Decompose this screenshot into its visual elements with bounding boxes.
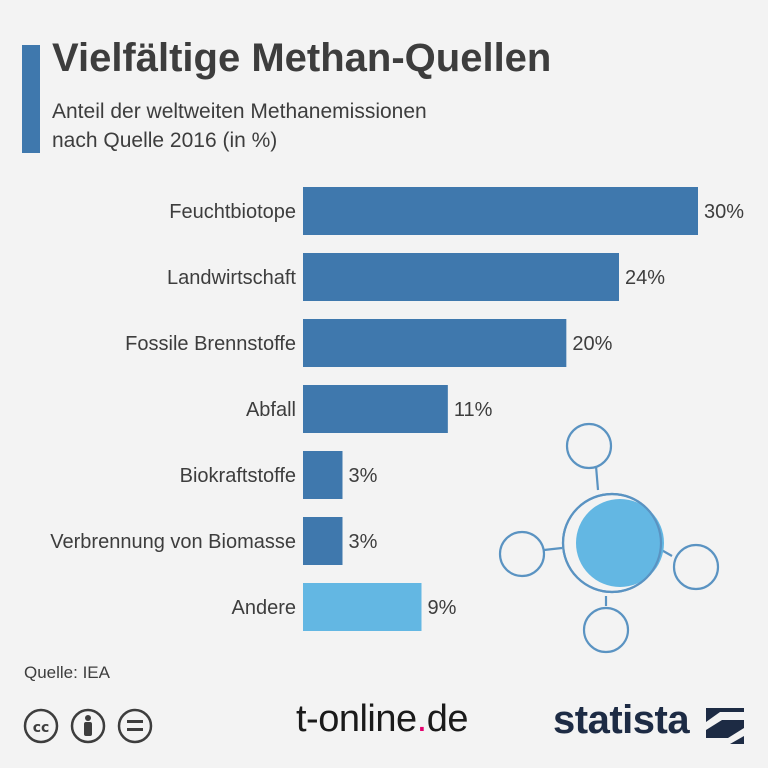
title-accent-bar: [22, 45, 40, 153]
category-label-1: Landwirtschaft: [167, 267, 296, 289]
bar-4: [303, 451, 343, 499]
cc-icon[interactable]: cc: [23, 708, 59, 744]
bar-1: [303, 253, 619, 301]
bar-0: [303, 187, 698, 235]
value-label-1: 24%: [625, 267, 665, 289]
statista-logo-text[interactable]: statista: [553, 698, 690, 742]
value-label-3: 11%: [454, 399, 493, 421]
bar-6: [303, 583, 422, 631]
bar-3: [303, 385, 448, 433]
chart-title: Vielfältige Methan-Quellen: [52, 36, 552, 80]
category-label-5: Verbrennung von Biomasse: [50, 531, 296, 553]
t-online-logo-dot: .: [416, 698, 428, 740]
category-label-0: Feuchtbiotope: [169, 201, 296, 223]
value-label-2: 20%: [572, 333, 612, 355]
chart-subtitle: Anteil der weltweiten Methanemissionen n…: [52, 97, 572, 155]
t-online-logo[interactable]: t-online.de: [296, 698, 468, 741]
t-online-logo-tld: de: [426, 698, 469, 740]
svg-text:cc: cc: [33, 720, 50, 736]
category-label-3: Abfall: [246, 399, 296, 421]
t-online-logo-main: t-online: [296, 698, 417, 740]
bar-5: [303, 517, 343, 565]
category-label-6: Andere: [232, 597, 297, 619]
subtitle-line-2: nach Quelle 2016 (in %): [52, 129, 278, 152]
bar-2: [303, 319, 567, 367]
subtitle-line-1: Anteil der weltweiten Methanemissionen: [52, 100, 427, 123]
value-label-4: 3%: [349, 465, 378, 487]
value-label-5: 3%: [349, 531, 378, 553]
value-label-6: 9%: [428, 597, 457, 619]
statista-logo-icon: [706, 708, 744, 744]
no-derivatives-icon[interactable]: [117, 708, 153, 744]
value-label-0: 30%: [704, 201, 744, 223]
category-label-2: Fossile Brennstoffe: [125, 333, 296, 355]
bar-chart: Feuchtbiotope 30% Landwirtschaft 24% Fossile…: [50, 187, 744, 631]
license-icons: cc: [23, 708, 153, 744]
attribution-icon[interactable]: [70, 708, 106, 744]
source-note: Quelle: IEA: [24, 663, 110, 682]
category-label-4: Biokraftstoffe: [180, 465, 296, 487]
